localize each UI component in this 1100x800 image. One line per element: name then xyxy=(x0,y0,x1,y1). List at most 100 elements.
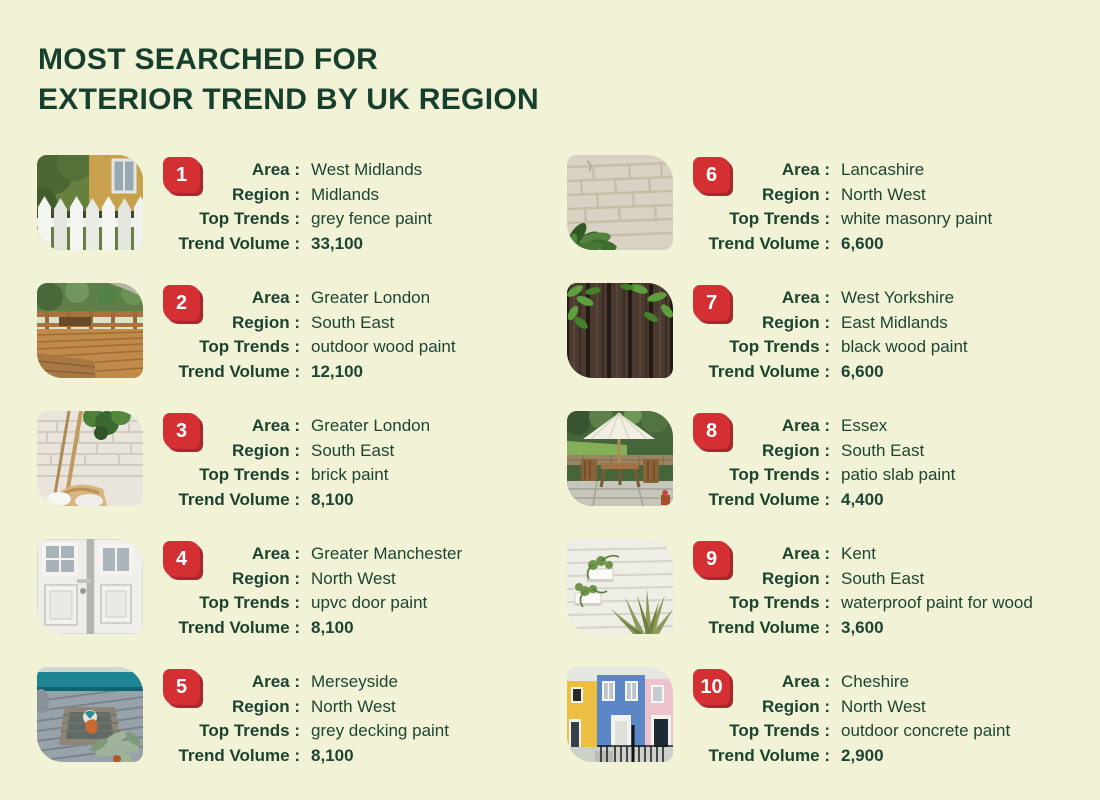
area-label: Area : xyxy=(251,672,300,691)
thumb-patio-photo xyxy=(567,411,673,506)
thumb-terraced-houses-photo xyxy=(567,667,673,762)
trend-item-4: 4 Area : Greater Manchester Region : North… xyxy=(37,539,567,637)
trend-volume-value: 4,400 xyxy=(841,489,884,509)
top-trends-value: waterproof paint for wood xyxy=(841,593,1033,612)
page-title-line2: EXTERIOR TREND BY UK REGION xyxy=(38,83,539,116)
trend-item-6: 6 Area : Lancashire Region : North West To… xyxy=(567,155,1100,253)
trend-volume-label: Trend Volume : xyxy=(708,489,830,509)
trend-item-7-fields: 7 Area : West Yorkshire Region : East Midl… xyxy=(691,283,1100,381)
top-trends-value: upvc door paint xyxy=(311,593,428,612)
trend-item-1: 1 Area : West Midlands Region : Midlands T… xyxy=(37,155,567,253)
trend-volume-value: 8,100 xyxy=(311,745,354,765)
thumb-picket-fence-photo xyxy=(37,155,143,250)
top-trends-label: Top Trends : xyxy=(199,209,300,228)
trend-item-5-fields: 5 Area : Merseyside Region : North West To… xyxy=(161,667,567,765)
thumb-white-brick-photo xyxy=(37,411,143,506)
region-value: North West xyxy=(311,696,396,716)
area-value: Greater Manchester xyxy=(311,544,463,563)
trend-item-8: 8 Area : Essex Region : South East Top Tre… xyxy=(567,411,1100,509)
trend-volume-value: 2,900 xyxy=(841,745,884,765)
top-trends-value: grey fence paint xyxy=(311,209,432,228)
trend-volume-label: Trend Volume : xyxy=(178,617,300,637)
top-trends-label: Top Trends : xyxy=(729,593,830,612)
trend-volume-value: 6,600 xyxy=(841,233,884,253)
thumb-masonry-wall-photo xyxy=(567,155,673,250)
rank-number: 2 xyxy=(175,291,188,314)
trend-volume-value: 3,600 xyxy=(841,617,884,637)
trend-volume-label: Trend Volume : xyxy=(708,745,830,765)
region-value: Midlands xyxy=(311,184,380,204)
region-label: Region : xyxy=(232,568,300,588)
rank-badge-1: 1 xyxy=(163,157,200,193)
area-value: West Yorkshire xyxy=(841,288,955,307)
area-label: Area : xyxy=(781,416,830,435)
trend-volume-value: 12,100 xyxy=(311,361,363,381)
rank-badge-9: 9 xyxy=(693,541,730,577)
area-value: Lancashire xyxy=(841,160,925,179)
top-trends-label: Top Trends : xyxy=(199,593,300,612)
rank-number: 3 xyxy=(175,419,188,442)
top-trends-label: Top Trends : xyxy=(729,209,830,228)
rank-number: 7 xyxy=(705,291,718,314)
region-label: Region : xyxy=(762,568,830,588)
top-trends-value: white masonry paint xyxy=(841,209,993,228)
area-label: Area : xyxy=(251,160,300,179)
rank-badge-2: 2 xyxy=(163,285,200,321)
top-trends-label: Top Trends : xyxy=(199,465,300,484)
trend-volume-label: Trend Volume : xyxy=(178,233,300,253)
trend-item-6-fields: 6 Area : Lancashire Region : North West To… xyxy=(691,155,1100,253)
region-label: Region : xyxy=(762,440,830,460)
area-value: Cheshire xyxy=(841,672,910,691)
region-value: North West xyxy=(841,696,926,716)
trend-item-2: 2 Area : Greater London Region : South Eas… xyxy=(37,283,567,381)
page-title-line1: MOST SEARCHED FOR xyxy=(38,43,379,76)
trend-volume-label: Trend Volume : xyxy=(178,745,300,765)
region-label: Region : xyxy=(762,696,830,716)
area-value: Merseyside xyxy=(311,672,398,691)
top-trends-label: Top Trends : xyxy=(199,337,300,356)
region-label: Region : xyxy=(232,440,300,460)
region-value: South East xyxy=(841,440,925,460)
trend-volume-label: Trend Volume : xyxy=(708,361,830,381)
rank-number: 8 xyxy=(705,419,718,442)
trend-item-8-fields: 8 Area : Essex Region : South East Top Tre… xyxy=(691,411,1100,509)
page-title: MOST SEARCHED FOR EXTERIOR TREND BY UK R… xyxy=(38,40,539,120)
trend-volume-value: 8,100 xyxy=(311,617,354,637)
area-label: Area : xyxy=(781,160,830,179)
top-trends-value: outdoor wood paint xyxy=(311,337,456,356)
top-trends-value: black wood paint xyxy=(841,337,968,356)
trend-volume-label: Trend Volume : xyxy=(178,489,300,509)
thumb-grey-decking-photo xyxy=(37,667,143,762)
trend-volume-label: Trend Volume : xyxy=(178,361,300,381)
region-label: Region : xyxy=(762,312,830,332)
area-label: Area : xyxy=(781,672,830,691)
trend-item-9: 9 Area : Kent Region : South East Top Tren… xyxy=(567,539,1100,637)
thumb-white-siding-photo xyxy=(567,539,673,634)
area-value: Kent xyxy=(841,544,876,563)
trend-volume-label: Trend Volume : xyxy=(708,617,830,637)
top-trends-value: outdoor concrete paint xyxy=(841,721,1011,740)
region-value: South East xyxy=(311,440,395,460)
rank-badge-8: 8 xyxy=(693,413,730,449)
area-value: West Midlands xyxy=(311,160,423,179)
rank-number: 1 xyxy=(175,163,188,186)
region-value: South East xyxy=(841,568,925,588)
items-grid: 1 Area : West Midlands Region : Midlands T… xyxy=(37,155,1100,765)
rank-badge-3: 3 xyxy=(163,413,200,449)
region-label: Region : xyxy=(232,184,300,204)
trend-item-3: 3 Area : Greater London Region : South Eas… xyxy=(37,411,567,509)
region-value: East Midlands xyxy=(841,312,948,332)
trend-item-9-fields: 9 Area : Kent Region : South East Top Tren… xyxy=(691,539,1100,637)
trend-item-7: 7 Area : West Yorkshire Region : East Midl… xyxy=(567,283,1100,381)
region-label: Region : xyxy=(232,696,300,716)
rank-number: 10 xyxy=(700,675,723,698)
top-trends-value: brick paint xyxy=(311,465,389,484)
top-trends-label: Top Trends : xyxy=(729,465,830,484)
trend-item-10: 10 Area : Cheshire Region : North West Top… xyxy=(567,667,1100,765)
area-value: Greater London xyxy=(311,288,431,307)
top-trends-label: Top Trends : xyxy=(199,721,300,740)
trend-item-10-fields: 10 Area : Cheshire Region : North West Top… xyxy=(691,667,1100,765)
area-label: Area : xyxy=(251,416,300,435)
trend-item-1-fields: 1 Area : West Midlands Region : Midlands T… xyxy=(161,155,567,253)
